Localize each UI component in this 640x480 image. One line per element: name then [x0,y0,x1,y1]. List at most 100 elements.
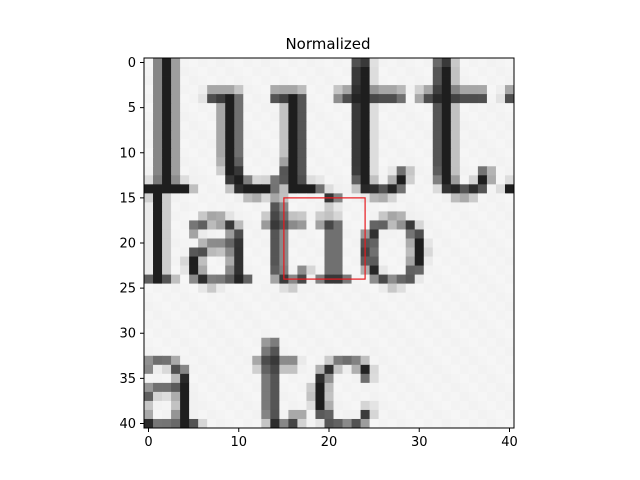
heatmap-cell [378,121,389,131]
heatmap-cell [162,310,172,321]
heatmap-cell [405,328,416,339]
heatmap-cell [180,184,190,194]
heatmap-cell [306,94,316,104]
heatmap-cell [225,94,235,104]
heatmap-cell [468,121,479,131]
heatmap-cell [432,247,443,257]
heatmap-cell [378,409,389,420]
heatmap-cell [153,328,163,339]
heatmap-cell [216,139,226,149]
heatmap-cell [180,148,190,158]
heatmap-cell [486,148,497,158]
heatmap-cell [306,346,316,357]
heatmap-cell [207,139,217,149]
heatmap-cell [207,103,217,113]
heatmap-cell [441,409,452,420]
heatmap-cell [504,76,514,86]
heatmap-cell [495,337,506,348]
heatmap-cell [486,58,497,68]
heatmap-cell [171,328,181,339]
heatmap-cell [261,382,271,393]
heatmap-cell [306,256,316,266]
heatmap-cell [414,391,425,402]
heatmap-cell [144,400,154,411]
heatmap-cell [396,292,407,303]
heatmap-cell [315,103,325,113]
heatmap-cell [423,346,434,357]
heatmap-cell [234,94,244,104]
heatmap-cell [405,373,416,384]
heatmap-cell [477,130,488,140]
heatmap-cell [153,355,163,366]
heatmap-cell [234,283,244,294]
heatmap-cell [450,274,461,285]
heatmap-cell [504,319,514,330]
heatmap-cell [423,103,434,113]
heatmap-cell [486,346,497,357]
heatmap-cell [504,67,514,77]
heatmap-cell [369,418,380,428]
heatmap-cell [306,139,316,149]
heatmap-cell [360,355,371,366]
heatmap-cell [243,391,253,402]
heatmap-cell [216,130,226,140]
heatmap-cell [315,364,325,375]
heatmap-cell [468,274,479,285]
heatmap-cell [441,220,452,230]
heatmap-cell [432,229,443,239]
heatmap-cell [297,157,307,167]
heatmap-cell [486,373,497,384]
heatmap-cell [207,400,217,411]
heatmap-cell [198,373,208,384]
heatmap-cell [405,157,416,167]
heatmap-cell [432,130,443,140]
heatmap-cell [459,85,470,95]
heatmap-cell [288,76,298,86]
heatmap-cell [459,139,470,149]
heatmap-cell [459,76,470,86]
heatmap-cell [342,283,352,294]
heatmap-cell [297,130,307,140]
heatmap-cell [162,166,172,176]
heatmap-cell [261,337,271,348]
heatmap-cell [216,148,226,158]
heatmap-cell [477,121,488,131]
heatmap-cell [351,283,361,294]
heatmap-cell [270,121,280,131]
heatmap-cell [252,112,262,122]
heatmap-cell [171,274,181,285]
y-tick-label: 40 [119,417,136,432]
heatmap-cell [495,409,506,420]
heatmap-cell [441,58,452,68]
x-tick-label: 0 [144,435,152,450]
heatmap-cell [261,94,271,104]
heatmap-cell [243,220,253,230]
heatmap-cell [288,229,298,239]
heatmap-cell [342,310,352,321]
heatmap-cell [279,391,289,402]
heatmap-cell [144,85,154,95]
heatmap-cell [279,184,289,194]
heatmap-cell [288,409,298,420]
heatmap-cell [189,202,199,212]
heatmap-cell [432,85,443,95]
heatmap-cell [171,121,181,131]
heatmap-cell [396,283,407,294]
heatmap-cell [414,283,425,294]
heatmap-cell [324,229,334,239]
heatmap-cell [315,391,325,402]
heatmap-cell [369,373,380,384]
heatmap-cell [279,283,289,294]
heatmap-cell [369,346,380,357]
heatmap-cell [486,319,497,330]
heatmap-cell [198,220,208,230]
heatmap-cell [333,211,343,221]
heatmap-cell [198,247,208,257]
heatmap-cell [486,328,497,339]
heatmap-cell [504,310,514,321]
heatmap-cell [387,355,398,366]
heatmap-cell [333,103,343,113]
heatmap-cell [153,229,163,239]
heatmap-cell [423,112,434,122]
heatmap-cell [504,184,514,194]
